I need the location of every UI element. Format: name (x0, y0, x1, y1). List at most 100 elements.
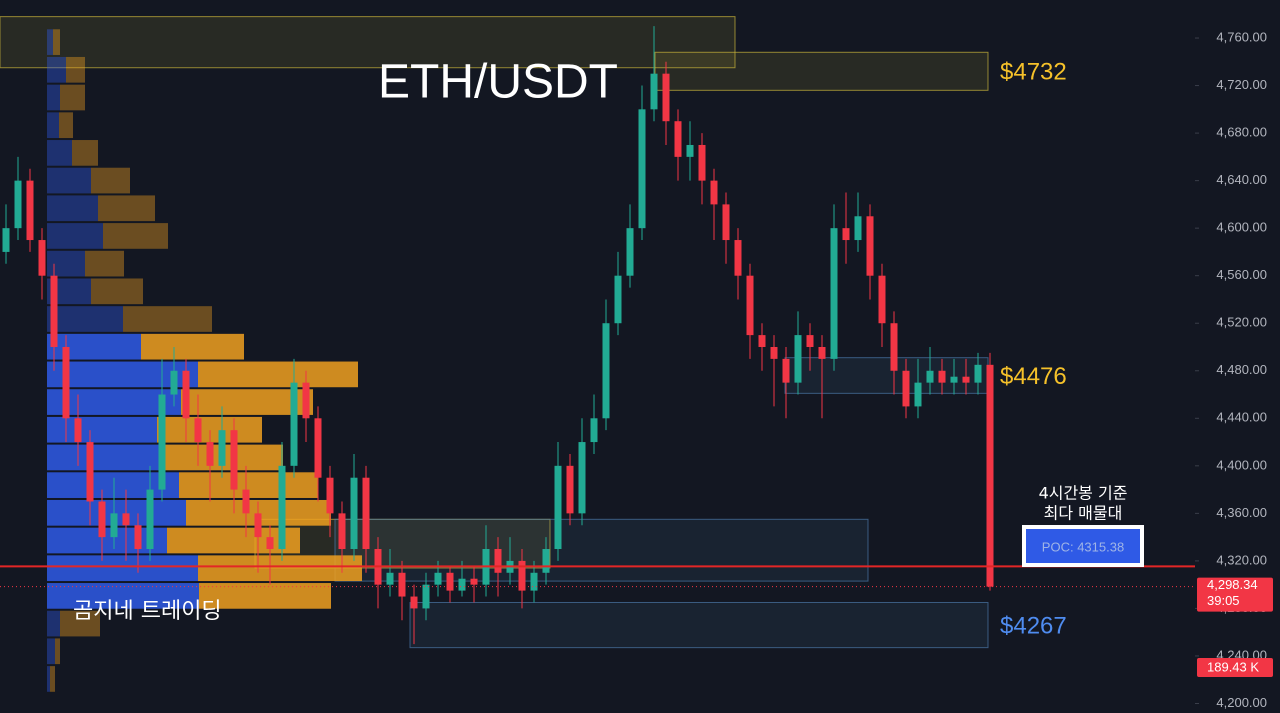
candle-body (674, 121, 682, 157)
candle-body (770, 346, 778, 359)
watermark: 곰지네 트레이딩 (73, 599, 222, 624)
candle-body (254, 513, 262, 538)
y-tick-label: 4,760.00 (1216, 29, 1267, 44)
candle-body (950, 376, 958, 383)
candle-body (458, 578, 466, 591)
candle-body (542, 549, 550, 573)
poc-box (1022, 525, 1144, 567)
y-tick-label: 4,720.00 (1216, 77, 1267, 92)
profile-sell (141, 333, 244, 360)
zone (409, 601, 989, 649)
candle-body (74, 418, 82, 443)
profile-sell (66, 56, 85, 83)
profile-sell (103, 223, 168, 249)
candle-body (686, 144, 694, 157)
candle-body (146, 489, 154, 550)
zone (784, 357, 989, 394)
candle-body (434, 572, 442, 585)
candle-body (626, 228, 634, 276)
profile-buy (47, 444, 161, 471)
y-tick-label: 4,360.00 (1216, 505, 1267, 520)
profile-sell (85, 250, 124, 277)
candle-body (698, 144, 706, 181)
candle-body (182, 370, 190, 419)
candle-body (206, 442, 214, 466)
profile-buy (47, 250, 85, 277)
candle-body (554, 465, 562, 550)
candle-body (350, 477, 358, 550)
poc-label: POC: 4315.38 (1042, 539, 1124, 554)
candle-body (806, 335, 814, 347)
candle-body (602, 323, 610, 419)
candle-body (218, 430, 226, 466)
candle-body (890, 323, 898, 371)
y-tick-label: 4,560.00 (1216, 267, 1267, 282)
zone (654, 51, 989, 91)
profile-sell (123, 306, 212, 332)
profile-sell (55, 638, 60, 665)
profile-buy (47, 112, 59, 139)
candle-body (410, 596, 418, 609)
candle-body (26, 180, 34, 241)
candle-body (194, 418, 202, 443)
candle-body (902, 370, 910, 407)
candle-body (518, 560, 526, 591)
candle-body (266, 537, 274, 550)
candle-body (758, 335, 766, 347)
candle-body (914, 382, 922, 407)
profile-buy (47, 195, 98, 222)
y-tick-label: 4,680.00 (1216, 125, 1267, 140)
volume-label: 189.43 K (1207, 659, 1259, 674)
candle-body (818, 346, 826, 359)
candle-body (338, 513, 346, 550)
chart-title: ETH/USDT (378, 56, 618, 109)
y-tick-label: 4,440.00 (1216, 410, 1267, 425)
profile-sell (198, 555, 362, 582)
y-tick-label: 4,640.00 (1216, 172, 1267, 187)
candle-body (566, 465, 574, 514)
candle-body (638, 109, 646, 229)
profile-sell (98, 195, 155, 222)
profile-buy (47, 333, 141, 360)
candle-body (86, 442, 94, 502)
poc-caption: 4시간봉 기준 (1039, 484, 1128, 503)
profile-buy (47, 555, 198, 582)
profile-buy (47, 29, 53, 55)
candle-body (962, 376, 970, 383)
profile-sell (59, 112, 73, 139)
profile-sell (199, 583, 331, 609)
volume-tag (1197, 658, 1273, 677)
profile-sell (167, 527, 300, 554)
candle-body (158, 394, 166, 490)
poc-caption: 최다 매물대 (1044, 504, 1123, 523)
candle-body (362, 477, 370, 550)
profile-sell (91, 278, 143, 305)
candle-body (278, 465, 286, 550)
y-tick-label: 4,600.00 (1216, 220, 1267, 235)
profile-buy (47, 472, 179, 498)
candle-body (98, 501, 106, 538)
candle-body (710, 180, 718, 205)
candle-body (734, 240, 742, 276)
candle-body (614, 275, 622, 324)
candle-body (938, 370, 946, 383)
candle-body (878, 275, 886, 324)
candle-body (110, 513, 118, 538)
profile-buy (47, 84, 60, 111)
candle-body (530, 572, 538, 591)
candle-body (170, 370, 178, 395)
candle-body (50, 275, 58, 347)
last-price-tag (1197, 577, 1273, 612)
candle-body (662, 73, 670, 122)
candle-body (470, 578, 478, 585)
candle-body (386, 572, 394, 585)
candle-body (398, 572, 406, 597)
profile-sell (50, 666, 55, 692)
candle-body (302, 382, 310, 419)
y-tick-label: 4,520.00 (1216, 315, 1267, 330)
candle-body (986, 364, 994, 587)
candle-body (722, 204, 730, 241)
profile-buy (47, 610, 60, 637)
candle-body (842, 228, 850, 241)
